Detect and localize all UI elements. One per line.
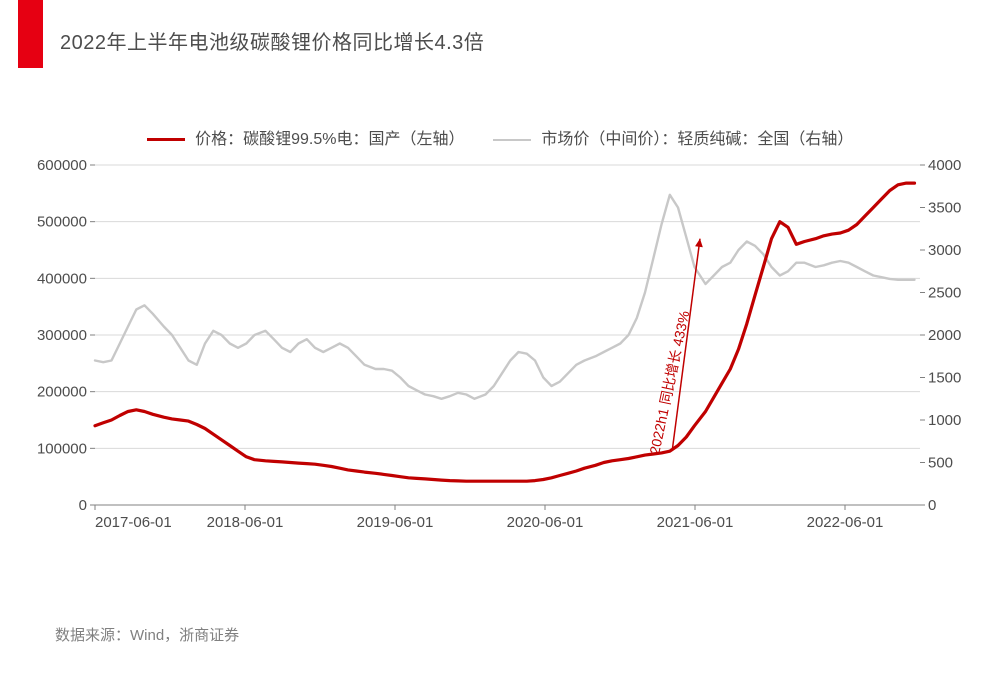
svg-text:1000: 1000 xyxy=(928,412,961,429)
title-bar: 2022年上半年电池级碳酸锂价格同比增长4.3倍 xyxy=(18,18,982,66)
svg-text:2022h1 同比增长 433%: 2022h1 同比增长 433% xyxy=(646,309,692,455)
svg-text:400000: 400000 xyxy=(37,270,87,287)
svg-text:3500: 3500 xyxy=(928,200,961,217)
chart-legend: 价格：碳酸锂99.5%电：国产（左轴） 市场价（中间价）：轻质纯碱：全国（右轴） xyxy=(0,125,1000,149)
svg-text:2017-06-01: 2017-06-01 xyxy=(95,514,172,531)
svg-text:2022-06-01: 2022-06-01 xyxy=(807,514,884,531)
svg-text:100000: 100000 xyxy=(37,440,87,457)
svg-text:2019-06-01: 2019-06-01 xyxy=(357,514,434,531)
legend-swatch-series1 xyxy=(147,138,185,141)
legend-label-series1: 价格：碳酸锂99.5%电：国产（左轴） xyxy=(195,131,464,148)
page-title: 2022年上半年电池级碳酸锂价格同比增长4.3倍 xyxy=(60,26,484,55)
svg-text:2021-06-01: 2021-06-01 xyxy=(657,514,734,531)
svg-text:200000: 200000 xyxy=(37,384,87,401)
title-accent-bar xyxy=(18,0,43,68)
svg-text:1500: 1500 xyxy=(928,370,961,387)
data-source: 数据来源：Wind，浙商证券 xyxy=(55,624,239,645)
price-chart: 0 100000 200000 300000 400000 500000 600000 0 50… xyxy=(20,155,980,550)
legend-label-series2: 市场价（中间价）：轻质纯碱：全国（右轴） xyxy=(541,131,853,148)
legend-item-series2: 市场价（中间价）：轻质纯碱：全国（右轴） xyxy=(493,125,853,149)
svg-text:2020-06-01: 2020-06-01 xyxy=(507,514,584,531)
svg-text:3000: 3000 xyxy=(928,242,961,259)
legend-swatch-series2 xyxy=(493,139,531,141)
svg-text:2500: 2500 xyxy=(928,285,961,302)
svg-text:500: 500 xyxy=(928,455,953,472)
svg-text:0: 0 xyxy=(79,497,87,514)
svg-text:2018-06-01: 2018-06-01 xyxy=(207,514,284,531)
svg-text:500000: 500000 xyxy=(37,214,87,231)
svg-text:300000: 300000 xyxy=(37,327,87,344)
svg-text:0: 0 xyxy=(928,497,936,514)
svg-text:600000: 600000 xyxy=(37,157,87,174)
svg-text:2000: 2000 xyxy=(928,327,961,344)
svg-text:4000: 4000 xyxy=(928,157,961,174)
legend-item-series1: 价格：碳酸锂99.5%电：国产（左轴） xyxy=(147,125,465,149)
